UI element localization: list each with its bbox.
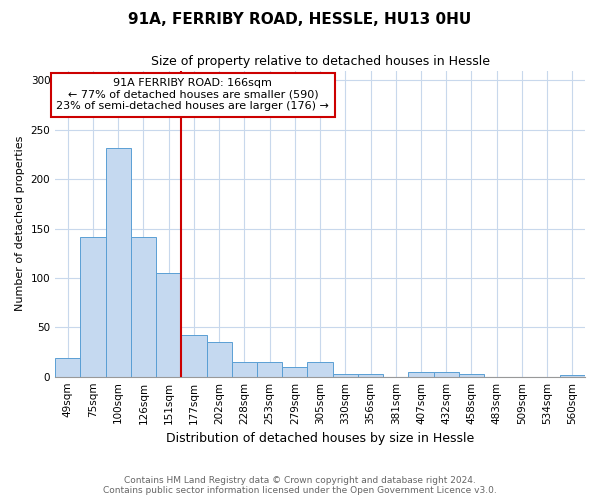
Bar [560, 374, 585, 376]
Bar [434, 372, 459, 376]
Bar [232, 362, 257, 376]
X-axis label: Distribution of detached houses by size in Hessle: Distribution of detached houses by size … [166, 432, 474, 445]
Bar [80, 238, 106, 376]
Bar [409, 372, 434, 376]
Bar [459, 374, 484, 376]
Text: 91A FERRIBY ROAD: 166sqm
← 77% of detached houses are smaller (590)
23% of semi-: 91A FERRIBY ROAD: 166sqm ← 77% of detach… [56, 78, 329, 112]
Bar [307, 362, 332, 376]
Bar [156, 273, 181, 376]
Bar [358, 374, 383, 376]
Bar [181, 335, 206, 376]
Bar [282, 367, 307, 376]
Bar [106, 148, 131, 376]
Bar [55, 358, 80, 376]
Bar [332, 374, 358, 376]
Y-axis label: Number of detached properties: Number of detached properties [15, 136, 25, 312]
Bar [257, 362, 282, 376]
Bar [206, 342, 232, 376]
Text: 91A, FERRIBY ROAD, HESSLE, HU13 0HU: 91A, FERRIBY ROAD, HESSLE, HU13 0HU [128, 12, 472, 28]
Text: Contains HM Land Registry data © Crown copyright and database right 2024.
Contai: Contains HM Land Registry data © Crown c… [103, 476, 497, 495]
Title: Size of property relative to detached houses in Hessle: Size of property relative to detached ho… [151, 55, 490, 68]
Bar [131, 238, 156, 376]
